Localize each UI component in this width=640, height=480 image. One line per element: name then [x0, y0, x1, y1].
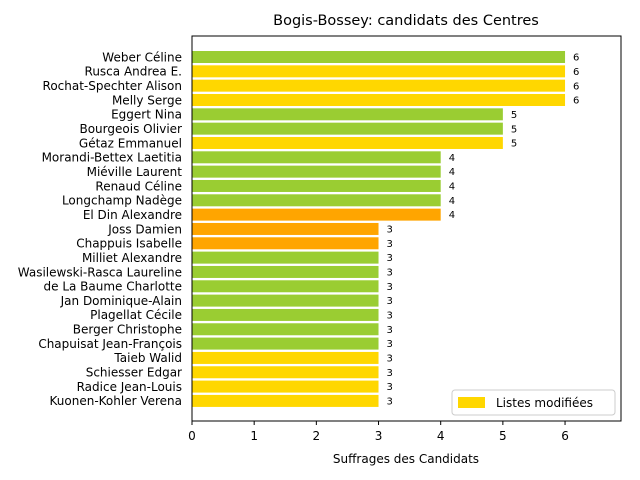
y-tick-bourgeois-olivier: Bourgeois Olivier: [79, 122, 182, 136]
value-label-radice-jean-louis: 3: [387, 382, 393, 393]
y-tick-jan-dominique-alain: Jan Dominique-Alain: [60, 294, 182, 308]
value-label-milliet-alexandre: 3: [387, 253, 393, 264]
bar-chapuisat-jean-francois: [192, 337, 379, 350]
bar-weber-celine: [192, 51, 566, 63]
y-tick-wasilewski-rasca-laureline: Wasilewski-Rasca Laureline: [18, 265, 182, 279]
legend-box: [451, 389, 616, 416]
value-labels: 6 6 6 6 5 5 5 4 4 4 4 4 3 3 3 3 3 3 3 3 3 3 3 3 3: [387, 53, 580, 408]
y-tick-rochat-spechter-alison: Rochat-Spechter Alison: [43, 79, 182, 93]
y-tick-el-din-alexandre: El Din Alexandre: [83, 208, 182, 222]
legend-label-listes-modifiees: Listes modifiées: [496, 396, 593, 410]
bar-rochat-spechter-alison: [192, 79, 566, 92]
y-tick-longchamp-nadege: Longchamp Nadège: [62, 194, 182, 208]
value-label-rusca-andrea-e: 6: [573, 67, 579, 78]
value-label-eggert-nina: 5: [511, 110, 517, 121]
value-label-joss-damien: 3: [387, 225, 393, 236]
value-label-melly-serge: 6: [573, 96, 579, 107]
bar-milliet-alexandre: [192, 251, 379, 264]
plot-frame: [191, 35, 622, 422]
bar-jan-dominique-alain: [192, 294, 379, 307]
bars-group: [192, 51, 566, 407]
bar-chappuis-isabelle: [192, 237, 379, 250]
x-axis-label: Suffrages des Candidats: [333, 452, 479, 466]
value-label-chappuis-isabelle: 3: [387, 239, 393, 250]
y-tick-kuonen-kohler-verena: Kuonen-Kohler Verena: [50, 394, 183, 408]
y-tick-chappuis-isabelle: Chappuis Isabelle: [76, 237, 182, 251]
y-tick-plagellat-cecile: Plagellat Cécile: [90, 308, 182, 322]
bar-rusca-andrea-e: [192, 65, 566, 78]
bar-schiesser-edgar: [192, 366, 379, 379]
y-tick-radice-jean-louis: Radice Jean-Louis: [77, 380, 182, 394]
bar-morandi-bettex-laetitia: [192, 151, 441, 164]
value-label-chapuisat-jean-francois: 3: [387, 339, 393, 350]
bar-longchamp-nadege: [192, 194, 441, 207]
y-tick-mieville-laurent: Miéville Laurent: [87, 165, 183, 179]
value-label-schiesser-edgar: 3: [387, 368, 393, 379]
x-tick-5: 5: [499, 429, 507, 443]
legend-swatch-listes-modifiees: [458, 397, 485, 408]
y-tick-joss-damien: Joss Damien: [107, 222, 182, 236]
y-tick-taieb-walid: Taieb Walid: [113, 351, 182, 365]
bar-eggert-nina: [192, 108, 503, 121]
bar-plagellat-cecile: [192, 308, 379, 321]
y-tick-schiesser-edgar: Schiesser Edgar: [86, 366, 182, 380]
chart-title: Bogis-Bossey: candidats des Centres: [273, 13, 539, 29]
x-tick-4: 4: [437, 429, 445, 443]
bar-de-la-baume-charlotte: [192, 280, 379, 293]
value-label-weber-celine: 6: [573, 53, 579, 64]
value-label-berger-christophe: 3: [387, 325, 393, 336]
x-axis: 0 1 2 3 4 5 6: [188, 421, 569, 443]
x-tick-2: 2: [313, 429, 321, 443]
value-label-morandi-bettex-laetitia: 4: [449, 153, 455, 164]
bar-mieville-laurent: [192, 165, 441, 178]
bar-el-din-alexandre: [192, 208, 441, 221]
bar-wasilewski-rasca-laureline: [192, 265, 379, 278]
y-tick-milliet-alexandre: Milliet Alexandre: [82, 251, 182, 265]
bar-taieb-walid: [192, 351, 379, 364]
bar-renaud-celine: [192, 179, 441, 192]
bar-getaz-emmanuel: [192, 136, 503, 149]
y-tick-berger-christophe: Berger Christophe: [73, 323, 182, 337]
y-tick-renaud-celine: Renaud Céline: [95, 179, 182, 193]
value-label-rochat-spechter-alison: 6: [573, 81, 579, 92]
value-label-taieb-walid: 3: [387, 354, 393, 365]
value-label-plagellat-cecile: 3: [387, 311, 393, 322]
y-tick-melly-serge: Melly Serge: [112, 93, 182, 107]
y-tick-weber-celine: Weber Céline: [102, 50, 182, 64]
y-tick-chapuisat-jean-francois: Chapuisat Jean-François: [38, 337, 182, 351]
value-label-mieville-laurent: 4: [449, 167, 455, 178]
value-label-longchamp-nadege: 4: [449, 196, 455, 207]
y-tick-de-la-baume-charlotte: de La Baume Charlotte: [44, 280, 183, 294]
x-tick-6: 6: [561, 429, 569, 443]
value-label-wasilewski-rasca-laureline: 3: [387, 268, 393, 279]
x-tick-0: 0: [188, 429, 196, 443]
bar-radice-jean-louis: [192, 380, 379, 393]
value-label-renaud-celine: 4: [449, 182, 455, 193]
y-tick-eggert-nina: Eggert Nina: [111, 108, 182, 122]
y-tick-getaz-emmanuel: Gétaz Emmanuel: [79, 136, 182, 150]
value-label-de-la-baume-charlotte: 3: [387, 282, 393, 293]
bar-kuonen-kohler-verena: [192, 394, 379, 407]
value-label-getaz-emmanuel: 5: [511, 139, 517, 150]
y-tick-rusca-andrea-e: Rusca Andrea E.: [85, 65, 182, 79]
value-label-jan-dominique-alain: 3: [387, 296, 393, 307]
value-label-bourgeois-olivier: 5: [511, 124, 517, 135]
x-tick-3: 3: [375, 429, 383, 443]
value-label-kuonen-kohler-verena: 3: [387, 397, 393, 408]
bar-joss-damien: [192, 222, 379, 235]
legend: Listes modifiées: [451, 389, 616, 416]
y-tick-morandi-bettex-laetitia: Morandi-Bettex Laetitia: [42, 151, 182, 165]
bar-berger-christophe: [192, 323, 379, 336]
bar-bourgeois-olivier: [192, 122, 503, 135]
bar-melly-serge: [192, 93, 566, 106]
x-tick-1: 1: [250, 429, 258, 443]
value-label-el-din-alexandre: 4: [449, 210, 455, 221]
